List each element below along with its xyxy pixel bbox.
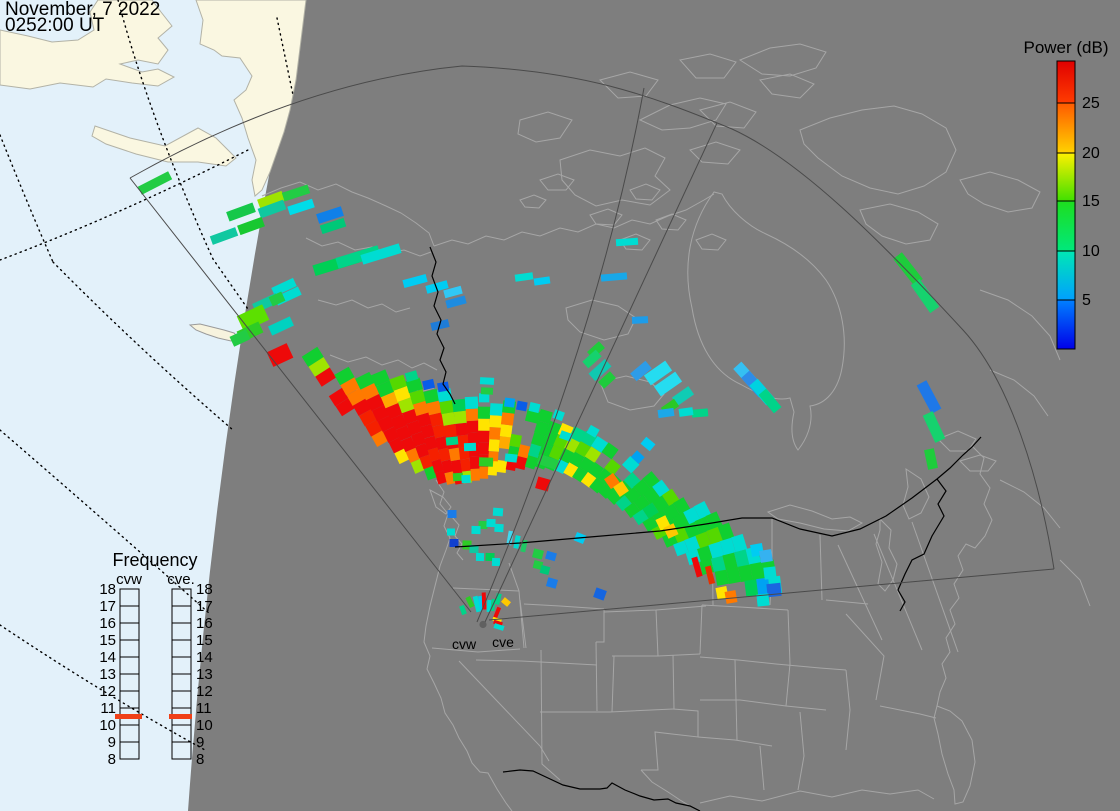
svg-text:10: 10 — [99, 717, 116, 734]
svg-text:cvw: cvw — [116, 571, 142, 588]
svg-text:15: 15 — [196, 632, 213, 649]
svg-text:9: 9 — [196, 734, 204, 751]
svg-text:11: 11 — [196, 700, 212, 717]
svg-text:16: 16 — [196, 615, 213, 632]
svg-text:8: 8 — [108, 751, 116, 768]
svg-text:14: 14 — [99, 649, 116, 666]
svg-text:15: 15 — [99, 632, 116, 649]
svg-text:12: 12 — [99, 683, 116, 700]
svg-text:25: 25 — [1082, 95, 1100, 112]
svg-text:8: 8 — [196, 751, 204, 768]
svg-text:5: 5 — [1082, 292, 1091, 309]
svg-text:13: 13 — [196, 666, 213, 683]
svg-text:13: 13 — [99, 666, 116, 683]
svg-text:18: 18 — [196, 581, 213, 598]
svg-text:14: 14 — [196, 649, 213, 666]
svg-text:12: 12 — [196, 683, 213, 700]
svg-text:Power (dB): Power (dB) — [1023, 38, 1108, 57]
svg-text:10: 10 — [196, 717, 213, 734]
svg-text:11: 11 — [100, 700, 116, 717]
svg-text:November, 7 2022: November, 7 2022 — [5, 0, 160, 20]
svg-text:10: 10 — [1082, 243, 1100, 260]
svg-text:16: 16 — [99, 615, 116, 632]
svg-text:cve: cve — [492, 634, 514, 650]
svg-text:15: 15 — [1082, 193, 1100, 210]
svg-text:17: 17 — [196, 598, 213, 615]
svg-text:18: 18 — [99, 581, 116, 598]
svg-text:17: 17 — [99, 598, 116, 615]
svg-text:Frequency: Frequency — [112, 550, 197, 570]
svg-text:cve.: cve. — [167, 571, 195, 588]
svg-text:20: 20 — [1082, 145, 1100, 162]
svg-text:9: 9 — [108, 734, 116, 751]
svg-text:cvw: cvw — [452, 636, 477, 652]
svg-text:0252:00 UT: 0252:00 UT — [5, 15, 105, 36]
